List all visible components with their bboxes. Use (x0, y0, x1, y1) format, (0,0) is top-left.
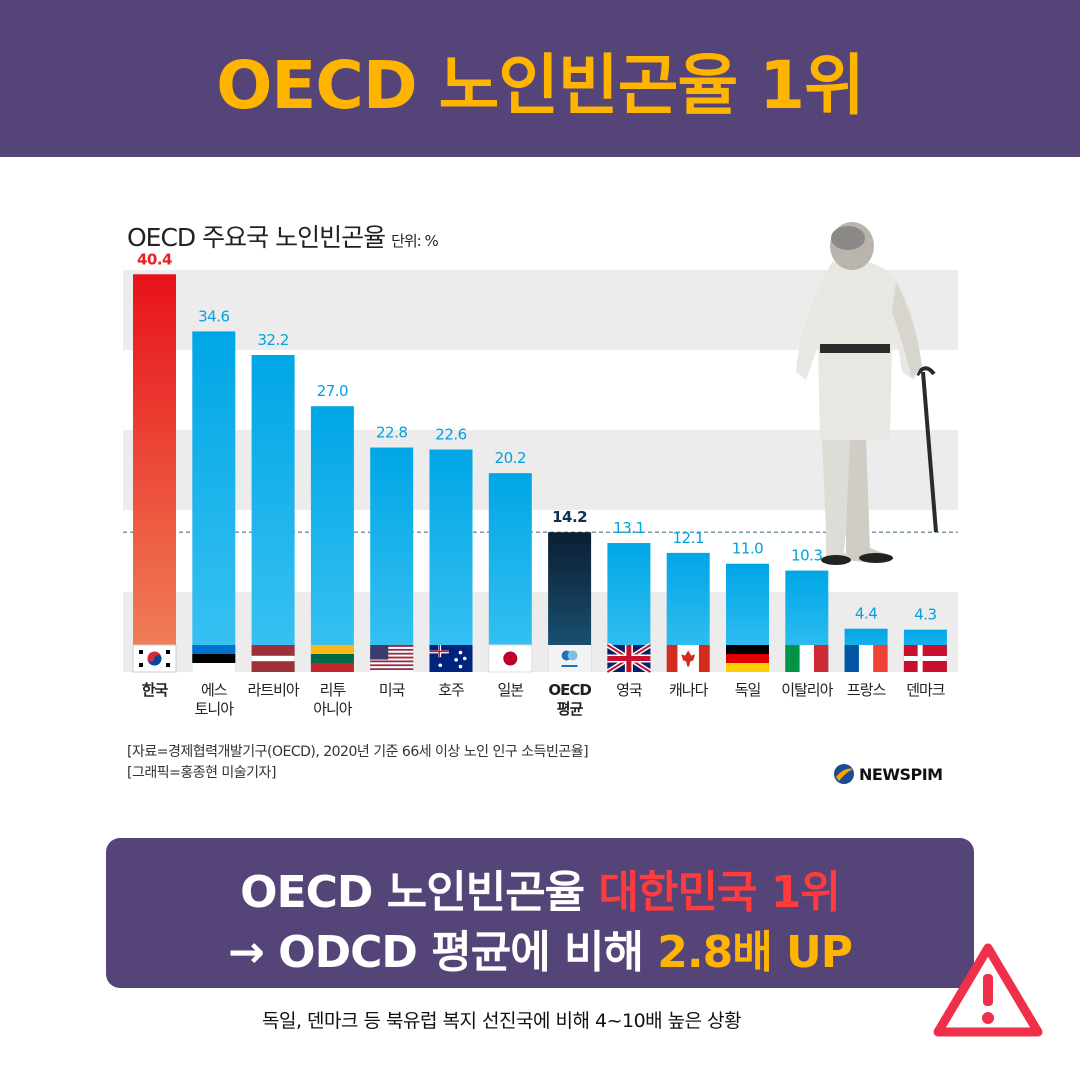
country-label-germany: 독일 (734, 681, 762, 699)
country-label-usa: 미국 (378, 681, 406, 699)
source-line-1: [자료=경제협력개발기구(OECD), 2020년 기준 66세 이상 노인 인… (127, 744, 589, 760)
country-label-latvia: 라트비아 (247, 681, 299, 699)
flag-estonia-icon (192, 645, 236, 672)
flag-korea-icon (132, 644, 177, 673)
warning-triangle-icon (933, 943, 1043, 1037)
summary-box: OECD 노인빈곤율 대한민국 1위 → ODCD 평균에 비해 2.8배 UP (106, 838, 974, 988)
summary-line-2-highlight: 2.8배 UP (657, 927, 853, 978)
summary-line-2-part-a: → ODCD 평균에 비해 (227, 927, 658, 978)
chart-unit: 단위: % (391, 232, 439, 250)
newspim-brand: NEWSPIM (833, 763, 943, 785)
value-labels-group: 40.4 34.6 32.2 27.0 22.8 22.6 20.2 14.2 13.1 12.1… (137, 250, 937, 623)
flag-france-icon (844, 645, 888, 672)
country-label-oecd: OECD 평균 (548, 681, 591, 718)
bar-usa (370, 447, 414, 672)
flag-germany-icon (726, 645, 769, 672)
value-label-lithuania: 27.0 (317, 382, 348, 400)
summary-line-1: OECD 노인빈곤율 대한민국 1위 (106, 856, 974, 920)
summary-line-2: → ODCD 평균에 비해 2.8배 UP (106, 916, 974, 980)
country-label-japan: 일본 (497, 681, 524, 699)
bar-japan (488, 473, 532, 672)
value-label-latvia: 32.2 (257, 331, 288, 349)
value-label-australia: 22.6 (435, 426, 466, 444)
bar-latvia (251, 355, 295, 672)
country-label-canada: 캐나다 (668, 681, 708, 699)
country-label-australia: 호주 (438, 681, 465, 699)
value-label-uk: 13.1 (613, 519, 644, 537)
flag-uk-icon (606, 642, 652, 675)
country-label-lithuania: 리투 아니아 (313, 681, 352, 718)
country-label-denmark: 덴마크 (906, 681, 945, 699)
flags-group (132, 642, 947, 675)
country-label-estonia: 에스 토니아 (194, 681, 234, 718)
newspim-logo-icon (834, 764, 854, 784)
header-banner: OECD 노인빈곤율 1위 (0, 0, 1080, 157)
flag-lithuania-icon (310, 645, 354, 672)
country-label-korea: 한국 (141, 681, 169, 699)
bar-korea (133, 274, 176, 672)
flag-italy-icon (785, 645, 829, 672)
source-line-2: [그래픽=홍종현 미술기자] (127, 765, 276, 781)
flag-australia-icon (429, 645, 473, 672)
flag-canada-icon (666, 645, 710, 672)
summary-line-1-highlight: 대한민국 1위 (598, 867, 840, 918)
country-label-uk: 영국 (616, 681, 643, 699)
bar-australia (429, 449, 473, 672)
value-label-germany: 11.0 (732, 540, 763, 558)
flag-usa-icon (370, 645, 414, 672)
value-label-italy: 10.3 (791, 547, 822, 565)
elderly-man-illustration (796, 222, 938, 565)
value-label-japan: 20.2 (495, 449, 526, 467)
chart-title-main: OECD 주요국 노인빈곤율 (127, 223, 386, 252)
flag-oecd-icon (548, 645, 592, 672)
chart-title: OECD 주요국 노인빈곤율 단위: % (127, 218, 439, 254)
value-label-canada: 12.1 (672, 529, 703, 547)
value-label-france: 4.4 (855, 605, 877, 623)
value-label-denmark: 4.3 (914, 606, 936, 624)
flag-denmark-icon (903, 645, 947, 672)
value-label-estonia: 34.6 (198, 307, 229, 325)
footer-note: 독일, 덴마크 등 북유럽 복지 선진국에 비해 4~10배 높은 상황 (262, 1010, 742, 1032)
value-label-usa: 22.8 (376, 424, 407, 442)
source-note: [자료=경제협력개발기구(OECD), 2020년 기준 66세 이상 노인 인… (127, 742, 589, 784)
value-label-oecd: 14.2 (552, 508, 587, 526)
value-label-korea: 40.4 (137, 250, 172, 268)
summary-line-1-part-a: OECD 노인빈곤율 (240, 867, 599, 918)
flag-latvia-icon (251, 645, 295, 672)
newspim-text: NEWSPIM (859, 764, 943, 784)
country-label-france: 프랑스 (846, 681, 886, 699)
bar-lithuania (310, 406, 354, 672)
country-label-italy: 이탈리아 (781, 681, 833, 699)
bar-estonia (192, 331, 236, 672)
flag-japan-icon (488, 644, 533, 673)
page-title: OECD 노인빈곤율 1위 (216, 47, 865, 124)
